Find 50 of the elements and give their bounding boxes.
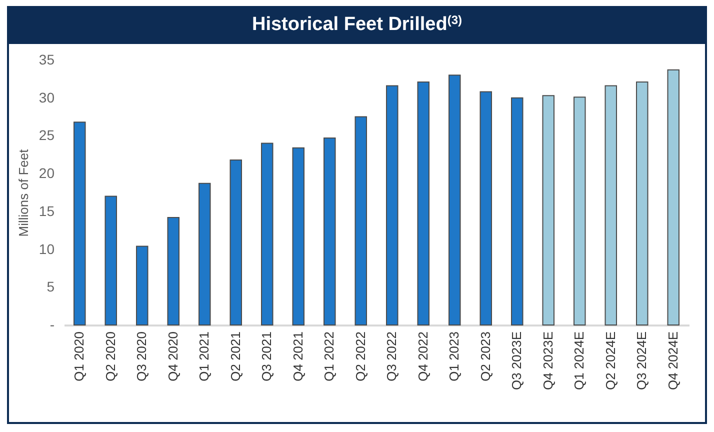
- x-tick-label: Q2 2021: [228, 332, 243, 382]
- bar: [574, 96, 586, 326]
- y-tick-label: 30: [38, 89, 55, 106]
- bar: [386, 85, 398, 326]
- bar: [511, 97, 524, 326]
- bar: [636, 81, 648, 326]
- y-tick-label: 20: [38, 165, 55, 182]
- y-tick-label: 10: [38, 240, 55, 257]
- y-tick-label: 15: [38, 202, 55, 219]
- bar: [167, 216, 180, 326]
- bar: [261, 142, 274, 326]
- x-tick-label: Q2 2022: [352, 332, 368, 382]
- bar: [230, 159, 242, 326]
- bar: [542, 95, 554, 326]
- bar: [604, 85, 617, 326]
- x-tick-label: Q4 2020: [165, 332, 180, 382]
- bar: [417, 81, 430, 326]
- bar: [104, 196, 117, 326]
- x-tick-label: Q4 2024E: [665, 331, 680, 390]
- x-tick-label: Q1 2024E: [572, 331, 587, 390]
- bar: [448, 74, 461, 326]
- bar: [74, 122, 86, 326]
- y-tick-label: 25: [38, 127, 55, 144]
- x-tick-label: Q3 2021: [259, 332, 274, 382]
- bar: [667, 69, 680, 326]
- x-tick-label: Q3 2022: [384, 332, 400, 382]
- chart-title: Historical Feet Drilled$^{(3)}$: [7, 6, 707, 44]
- x-tick-label: Q3 2024E: [634, 331, 650, 390]
- x-tick-label: Q2 2020: [102, 332, 118, 382]
- x-tick-label: Q2 2024E: [602, 331, 618, 390]
- x-tick-label: Q1 2022: [322, 332, 337, 382]
- x-tick-label: Q1 2023: [446, 332, 462, 382]
- x-tick-label: Q4 2021: [290, 332, 306, 382]
- y-tick-label: -: [50, 316, 55, 332]
- bar: [324, 137, 336, 326]
- x-tick-label: Q3 2023E: [509, 331, 524, 390]
- bar: [292, 147, 304, 326]
- x-tick-label: Q1 2020: [72, 332, 87, 382]
- x-tick-label: Q2 2023: [478, 332, 493, 382]
- x-tick-label: Q4 2023E: [540, 331, 556, 390]
- y-axis-title: Millions of Feet: [16, 148, 31, 237]
- y-tick-label: 5: [46, 278, 55, 295]
- bar: [198, 182, 211, 326]
- x-tick-label: Q1 2021: [196, 332, 212, 382]
- bar: [136, 246, 148, 326]
- x-tick-label: Q3 2020: [134, 332, 150, 382]
- bar: [354, 116, 367, 326]
- x-tick-label: Q4 2022: [415, 332, 430, 382]
- y-tick-label: 35: [38, 52, 55, 68]
- bar: [480, 91, 492, 326]
